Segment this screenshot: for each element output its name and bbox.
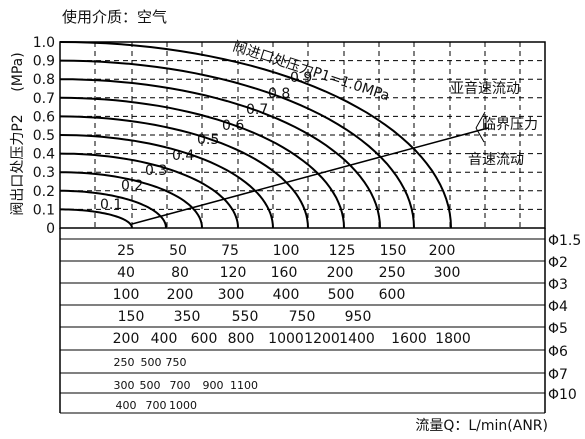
- flow-tick-label: 700: [170, 379, 191, 392]
- pressure-curve: [59, 96, 345, 229]
- y-tick-label: 0.9: [33, 54, 55, 70]
- flow-tick-label: 700: [146, 399, 167, 412]
- pressure-curve: [59, 134, 274, 229]
- flow-tick-label: 200: [327, 265, 354, 281]
- diameter-label: Φ7: [548, 367, 568, 383]
- flow-tick-label: 300: [434, 265, 461, 281]
- pressure-curve: [60, 171, 203, 229]
- flow-tick-label: 150: [380, 243, 407, 259]
- flow-tick-label: 500: [328, 287, 355, 303]
- curve-label: 0.5: [197, 132, 219, 148]
- flow-tick-label: 160: [271, 265, 298, 281]
- curves: 0.10.20.30.40.50.60.70.80.9: [59, 41, 452, 229]
- subsonic-label: 亚音速流动: [450, 80, 520, 97]
- flow-tick-label: 1000: [268, 331, 304, 347]
- curve-label: 0.6: [222, 118, 244, 134]
- curve-label: 0.1: [100, 197, 122, 213]
- flow-tick-label: 600: [191, 331, 218, 347]
- flow-tick-label: 800: [228, 331, 255, 347]
- flow-tick-label: 100: [273, 243, 300, 259]
- flow-tick-label: 1000: [169, 399, 197, 412]
- flow-tick-label: 100: [113, 287, 140, 303]
- flow-tick-label: 200: [429, 243, 456, 259]
- diameter-label: Φ1.5: [548, 233, 581, 249]
- y-tick-label: 0.7: [33, 91, 55, 107]
- y-tick-label: 1.0: [33, 35, 55, 51]
- diameter-label: Φ6: [548, 344, 568, 360]
- critical-arrow-down: [475, 127, 485, 143]
- flow-tick-label: 500: [140, 379, 161, 392]
- y-tick-label: 0.4: [33, 147, 55, 163]
- pressure-curve: [59, 59, 415, 229]
- flow-tick-label: 125: [329, 243, 356, 259]
- pressure-curve: [60, 189, 167, 229]
- y-tick-label: 0.6: [33, 109, 55, 125]
- pressure-curve: [59, 78, 381, 229]
- flow-tick-label: 250: [379, 265, 406, 281]
- flow-tick-label: 50: [169, 243, 187, 259]
- flow-tick-label: 750: [289, 309, 316, 325]
- inlet-pressure-label: 阀进口处压力P1=1.0MPa: [231, 39, 392, 105]
- y-tick-label: 0.8: [33, 72, 55, 88]
- flow-tick-label: 200: [167, 287, 194, 303]
- diameter-label: Φ2: [548, 255, 568, 271]
- flow-tick-label: 1100: [230, 379, 258, 392]
- curve-label: 0.9: [290, 70, 312, 86]
- diameter-label: Φ3: [548, 277, 568, 293]
- diameter-label: Φ10: [548, 387, 577, 403]
- flow-tick-label: 40: [117, 265, 135, 281]
- y-axis-label: 阀出口处压力P2: [10, 114, 26, 215]
- y-tick-label: 0.2: [33, 184, 55, 200]
- flow-scales: 25 50 75 100 125 150 200 Φ1.5 40 80 120 160 200 250 30…: [59, 228, 581, 414]
- pressure-curve: [60, 208, 133, 229]
- flow-tick-label: 25: [117, 243, 135, 259]
- flow-tick-label: 900: [203, 379, 224, 392]
- flow-tick-label: 1200: [304, 331, 340, 347]
- flow-tick-label: 400: [151, 331, 178, 347]
- flow-tick-label: 950: [345, 309, 372, 325]
- flow-tick-label: 150: [118, 309, 145, 325]
- flow-tick-label: 300: [218, 287, 245, 303]
- critical-pressure-label: 临界压力: [482, 117, 538, 133]
- x-axis-label: 流量Q：L/min(ANR): [415, 418, 548, 434]
- y-tick-label: 0: [46, 221, 55, 237]
- flow-tick-label: 120: [220, 265, 247, 281]
- flow-tick-label: 500: [141, 356, 162, 369]
- y-axis-unit: (MPa): [10, 52, 26, 91]
- flow-tick-label: 75: [221, 243, 239, 259]
- flow-tick-label: 300: [114, 379, 135, 392]
- sonic-label: 音速流动: [468, 151, 524, 168]
- critical-arrow-up: [475, 111, 486, 129]
- flow-tick-label: 400: [273, 287, 300, 303]
- pressure-curve: [59, 152, 239, 229]
- pressure-curve: [59, 41, 452, 229]
- y-tick-label: 0.1: [33, 202, 55, 218]
- flow-tick-label: 200: [113, 331, 140, 347]
- flow-tick-label: 1400: [339, 331, 375, 347]
- flow-tick-label: 350: [174, 309, 201, 325]
- flow-tick-label: 80: [171, 265, 189, 281]
- critical-line: 亚音速流动 临界压力 音速流动: [131, 80, 538, 225]
- pressure-curve: [59, 115, 309, 229]
- diameter-label: Φ5: [548, 321, 568, 337]
- chart-title: 使用介质：空气: [62, 8, 167, 26]
- flow-tick-label: 600: [379, 287, 406, 303]
- flow-tick-label: 250: [114, 356, 135, 369]
- y-ticks: 1.0 0.9 0.8 0.7 0.6 0.5 0.4 0.3 0.2 0.1 0: [33, 35, 55, 237]
- y-tick-label: 0.5: [33, 128, 55, 144]
- curve-label: 0.4: [172, 148, 194, 164]
- flow-tick-label: 400: [116, 399, 137, 412]
- flow-tick-label: 550: [232, 309, 259, 325]
- flow-tick-label: 1800: [435, 331, 471, 347]
- y-tick-label: 0.3: [33, 165, 55, 181]
- flow-tick-label: 750: [166, 356, 187, 369]
- flow-tick-label: 1600: [391, 331, 427, 347]
- diameter-label: Φ4: [548, 299, 568, 315]
- critical-pressure-line: [131, 127, 489, 225]
